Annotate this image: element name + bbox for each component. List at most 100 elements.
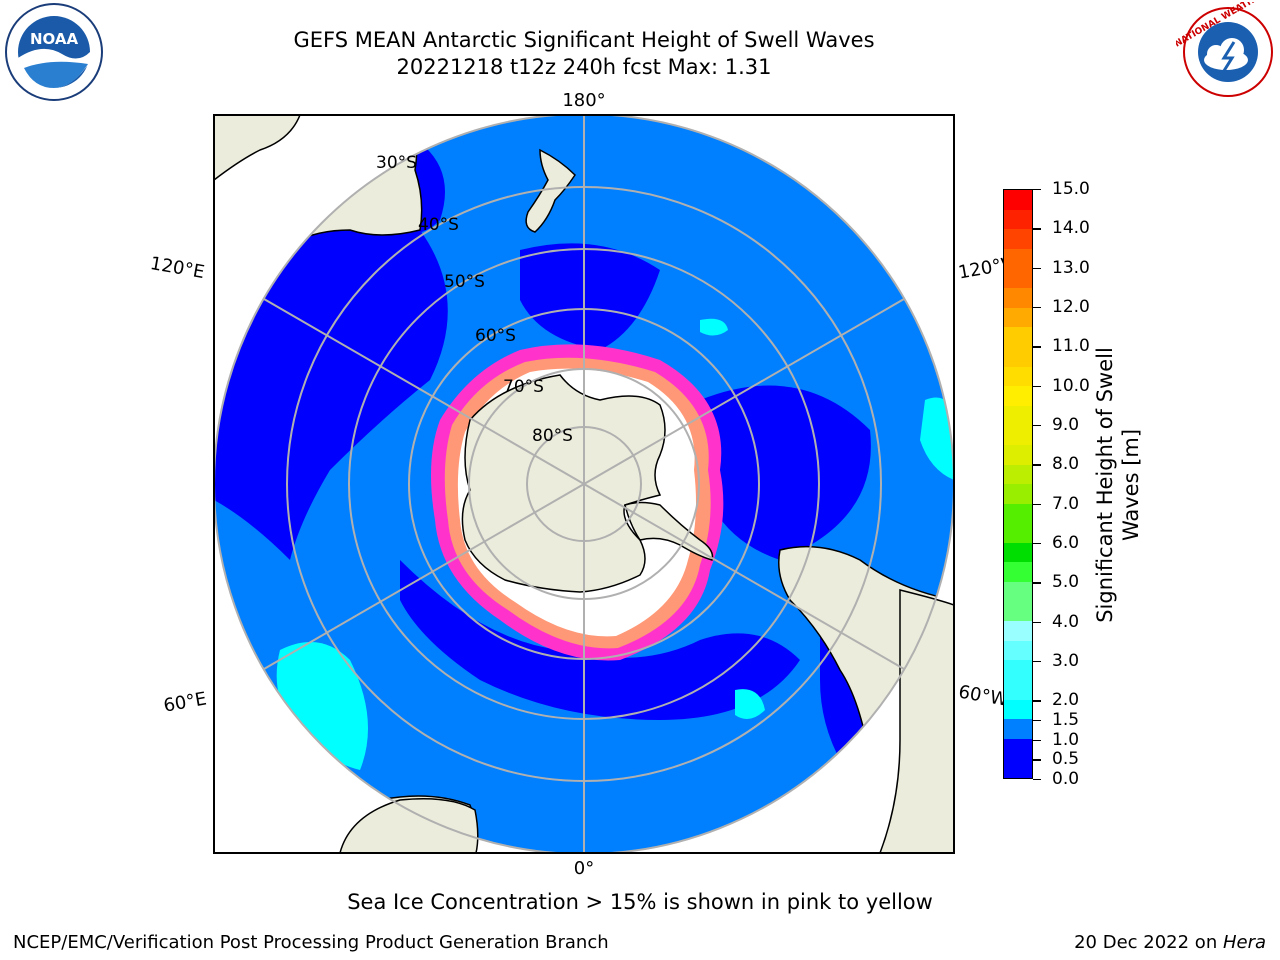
colorbar-tick-label: 1.5 [1052,710,1080,730]
colorbar-segment [1004,444,1032,465]
colorbar-tick-label: 13.0 [1052,257,1090,278]
swell-mid-region [700,318,728,336]
sea-ice-note: Sea Ice Concentration > 15% is shown in … [347,890,933,914]
africa-outer [339,798,479,853]
colorbar-tick-label: 14.0 [1052,218,1090,239]
swell-mid-region [920,397,954,480]
lat-label: 60°S [475,326,516,346]
colorbar-segment [1004,464,1032,485]
lat-label: 70°S [503,377,544,397]
colorbar-segment [1004,542,1032,563]
colorbar-segment [1004,484,1032,504]
lat-label: 30°S [376,153,417,173]
colorbar-segment [1004,582,1032,602]
swell-mid-region [276,642,368,770]
colorbar-tick [1033,661,1041,663]
colorbar-segment [1004,503,1032,524]
colorbar-tick [1033,779,1041,781]
colorbar-segment [1004,699,1032,720]
lat-label: 40°S [418,215,459,235]
colorbar-label-line1: Significant Height of Swell [1093,347,1117,623]
colorbar-tick-label: 0.5 [1052,749,1080,770]
lon-label-bottom: 0° [574,858,594,879]
lon-label-top: 180° [562,90,605,111]
colorbar-tick [1033,267,1041,269]
colorbar-tick [1033,425,1041,427]
colorbar-tick [1033,739,1041,741]
colorbar-segment [1004,758,1032,778]
swell-low-region [400,560,800,720]
colorbar-segment [1004,366,1032,387]
colorbar-tick-label: 7.0 [1052,493,1080,514]
colorbar-segment [1004,229,1032,249]
colorbar-segment [1004,738,1032,759]
colorbar-tick-label: 10.0 [1052,375,1090,396]
colorbar-tick-label: 12.0 [1052,297,1090,317]
swell-low-region [520,243,660,350]
colorbar-tick [1033,621,1041,623]
colorbar-tick-label: 0.0 [1052,769,1080,789]
colorbar-segment [1004,523,1032,543]
map-frame [213,114,955,854]
colorbar-segment [1004,386,1032,406]
colorbar-tick [1033,228,1041,230]
page-subtitle: 20221218 t12z 240h fcst Max: 1.31 [396,55,772,79]
colorbar-tick-label: 15.0 [1052,179,1090,199]
colorbar-tick-label: 11.0 [1052,336,1090,357]
colorbar-tick [1033,346,1041,348]
graticule [214,115,954,853]
page-title: GEFS MEAN Antarctic Significant Height o… [293,28,875,52]
colorbar-segment [1004,680,1032,700]
colorbar-tick-label: 4.0 [1052,611,1080,632]
new-zealand [525,148,576,233]
colorbar-segment [1004,405,1032,426]
colorbar [1003,189,1033,779]
colorbar-tick [1033,189,1041,191]
colorbar-segment [1004,268,1032,289]
colorbar-tick-label: 9.0 [1052,415,1080,435]
colorbar-tick-label: 3.0 [1052,651,1080,671]
colorbar-segment [1004,346,1032,367]
colorbar-tick [1033,503,1041,505]
footer-credit: NCEP/EMC/Verification Post Processing Pr… [13,932,609,953]
lon-label-upper-left: 120°E [149,253,207,283]
lon-label-lower-left: 60°E [162,688,208,716]
colorbar-tick [1033,307,1041,309]
swell-low-region [700,385,871,560]
colorbar-tick-label: 6.0 [1052,533,1080,553]
colorbar-segment [1004,327,1032,347]
antarctica [461,374,666,593]
colorbar-segment [1004,601,1032,622]
colorbar-segment [1004,719,1032,739]
colorbar-tick-label: 8.0 [1052,454,1080,475]
lon-label-lower-right: 60°W [957,681,1010,710]
colorbar-tick-label: 2.0 [1052,690,1080,711]
australia-outer [214,115,301,181]
nws-logo: NATIONAL WEATHER SERVICE [1176,2,1280,98]
colorbar-segment [1004,660,1032,681]
colorbar-tick [1033,720,1041,722]
colorbar-segment [1004,621,1032,641]
svg-text:NOAA: NOAA [30,30,79,48]
noaa-logo: NOAA [5,3,103,101]
colorbar-tick [1033,464,1041,466]
colorbar-tick [1033,700,1041,702]
colorbar-tick [1033,759,1041,761]
colorbar-tick [1033,582,1041,584]
colorbar-segment [1004,562,1032,583]
colorbar-label: Significant Height of Swell Waves [m] [1092,347,1144,623]
colorbar-tick [1033,543,1041,545]
colorbar-segment [1004,307,1032,328]
footer-date: 20 Dec 2022 on Hera [1074,932,1266,953]
colorbar-segment [1004,288,1032,308]
colorbar-segment [1004,248,1032,269]
colorbar-segment [1004,209,1032,230]
swell-mid-region [735,689,765,719]
colorbar-segment [1004,425,1032,445]
lat-label: 50°S [444,272,485,292]
colorbar-tick-label: 5.0 [1052,572,1080,593]
footer-host: Hera [1222,932,1266,953]
colorbar-segment [1004,640,1032,661]
colorbar-tick-label: 1.0 [1052,729,1080,750]
colorbar-tick [1033,385,1041,387]
